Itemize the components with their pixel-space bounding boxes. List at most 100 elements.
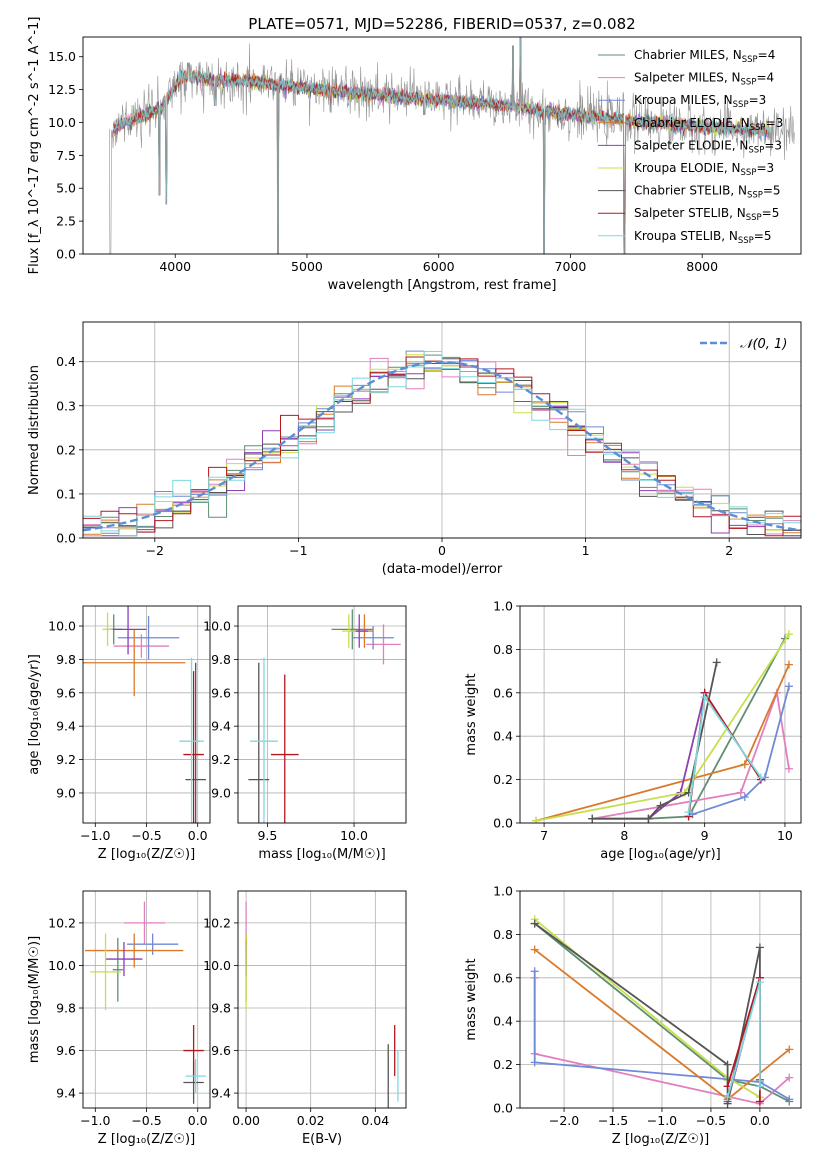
errorbar-point-salpeter_stelib — [270, 674, 299, 823]
y-tick-label: 0.4 — [493, 729, 513, 744]
y-tick-label: 0.6 — [493, 685, 513, 700]
legend-name: Kroupa STELIB, N — [634, 229, 738, 243]
plot-area — [109, 37, 795, 254]
x-tick-label: 2 — [725, 543, 733, 558]
marker-kroupa_stelib — [723, 1093, 732, 1102]
legend-sub: SSP — [741, 78, 757, 88]
x-tick-label: 8000 — [686, 259, 718, 274]
y-axis-label: age [log₁₀(age/yr)] — [27, 654, 42, 775]
x-tick-label: 0 — [438, 543, 446, 558]
marker-kroupa_stelib — [755, 978, 764, 987]
x-tick-label: 9.5 — [257, 828, 277, 843]
x-axis-label: mass [log₁₀(M/M☉)] — [258, 847, 385, 862]
panel-residuals: −2 −1 0 1 2 0.0 0.1 0.2 0.3 0.4 (data-model)/error… — [27, 321, 802, 577]
x-axis-label: E(B-V) — [302, 1132, 342, 1147]
legend-label: Kroupa ELODIE, NSSP=3 — [634, 161, 774, 178]
x-tick-label: 1 — [582, 543, 590, 558]
legend: 𝒩(0, 1) — [700, 337, 787, 352]
y-tick-label: 9.6 — [56, 685, 76, 700]
axes-frame — [237, 605, 407, 824]
y-tick-label: 7.5 — [56, 148, 76, 163]
legend-name: Salpeter STELIB, N — [634, 206, 746, 220]
marker-salpeter_miles — [736, 788, 745, 797]
marker-chabrier_stelib — [644, 814, 653, 823]
marker-chabrier_elodie — [530, 945, 539, 954]
y-tick-label: 0.4 — [56, 354, 76, 369]
legend-name: Chabrier MILES, N — [634, 48, 742, 62]
y-tick-label: 15.0 — [48, 49, 76, 64]
legend-name: Kroupa ELODIE, N — [634, 161, 741, 175]
y-tick-label: 0.8 — [493, 927, 513, 942]
legend-tail: =3 — [756, 161, 774, 175]
errorbar-point-chabrier_elodie — [83, 629, 186, 697]
plot-area — [85, 901, 206, 1104]
y-tick-label: 10.0 — [203, 958, 231, 973]
x-tick-label: −0.5 — [696, 1113, 726, 1128]
y-tick-label: 0.2 — [493, 1057, 513, 1072]
axes-frame — [237, 890, 407, 1109]
y-tick-label: 0.0 — [56, 247, 76, 262]
panel-age_vs_Z: −1.0 −0.5 0.0 9.0 9.2 9.4 9.6 9.8 10.0 Z [log₁₀(Z… — [27, 605, 211, 862]
legend-label: Chabrier MILES, NSSP=4 — [634, 48, 775, 65]
y-tick-label: 0.6 — [493, 970, 513, 985]
legend-label: Salpeter STELIB, NSSP=5 — [634, 206, 779, 223]
x-axis-label: Z [log₁₀(Z/Z☉)] — [98, 1132, 195, 1147]
model-spectrum-kroupa_stelib — [112, 37, 771, 254]
x-axis-label: Z [log₁₀(Z/Z☉)] — [612, 1132, 709, 1147]
x-tick-label: −0.5 — [131, 828, 161, 843]
x-axis-label: Z [log₁₀(Z/Z☉)] — [98, 847, 195, 862]
x-tick-label: 10.0 — [340, 828, 368, 843]
errorbar-point-chabrier_miles — [331, 609, 374, 650]
legend-tail: =4 — [756, 71, 774, 85]
marker-kroupa_elodie — [532, 816, 541, 823]
x-tick-label: 9 — [701, 828, 709, 843]
y-axis-label: mass weight — [464, 673, 479, 755]
legend-name: Salpeter ELODIE, N — [634, 138, 748, 152]
marker-salpeter_miles — [785, 1073, 794, 1082]
x-tick-label: −1.0 — [647, 1113, 677, 1128]
legend-tail: =5 — [754, 229, 772, 243]
panel-mass_vs_Z: −1.0 −0.5 0.0 9.4 9.6 9.8 10.0 10.2 Z [log₁₀(Z/Z… — [27, 890, 211, 1147]
marker-salpeter_miles — [784, 764, 793, 773]
panel-weight_vs_age: 7 8 9 10 0.0 0.2 0.4 0.6 0.8 1.0 age [log₁₀(age/yr… — [464, 599, 802, 862]
histogram-kroupa_stelib — [83, 351, 801, 537]
x-tick-label: 8 — [620, 828, 628, 843]
y-tick-label: 9.4 — [56, 1086, 76, 1101]
marker-kroupa_stelib — [700, 693, 709, 702]
panel-spectrum: 4000 5000 6000 7000 8000 0.0 2.5 5.0 7.5 10.0 12.5… — [27, 15, 802, 293]
y-axis-label: Normed distribution — [27, 365, 42, 495]
legend-name: Chabrier ELODIE, N — [634, 116, 750, 130]
legend-label: Kroupa MILES, NSSP=3 — [634, 93, 766, 110]
errorbar-point-salpeter_stelib — [183, 671, 204, 823]
marker-chabrier_elodie — [740, 760, 749, 769]
x-tick-label: −2.0 — [549, 1113, 579, 1128]
series-line-kroupa_miles — [692, 686, 790, 816]
series-line-kroupa_elodie — [534, 918, 761, 1098]
axes-frame — [519, 605, 802, 824]
axes-frame — [82, 321, 802, 539]
y-tick-label: 10.0 — [48, 619, 76, 634]
x-axis-label: age [log₁₀(age/yr)] — [600, 847, 721, 862]
errorbar-point-kroupa_elodie — [90, 933, 121, 1011]
y-tick-label: 0.2 — [56, 442, 76, 457]
legend-label: Kroupa STELIB, NSSP=5 — [634, 229, 772, 246]
y-tick-label: 9.8 — [56, 652, 76, 667]
chart-title: PLATE=0571, MJD=52286, FIBERID=0537, z=0… — [248, 15, 635, 33]
series-line-kroupa_elodie — [535, 633, 790, 822]
errorbar-point-chabrier_stelib — [248, 662, 270, 823]
panel-mass_vs_ebv: 0.00 0.02 0.04 9.4 9.6 9.8 10.0 10.2 E(B-V) — [203, 890, 407, 1147]
legend-sub: SSP — [750, 123, 766, 133]
panel-age_vs_mass: 9.5 10.0 9.0 9.2 9.4 9.6 9.8 10.0 mass [log₁₀(M/… — [203, 605, 407, 862]
marker-chabrier_elodie — [784, 660, 793, 669]
x-tick-label: 7000 — [555, 259, 587, 274]
y-tick-label: 0.0 — [56, 531, 76, 546]
x-tick-label: 0.02 — [297, 1113, 325, 1128]
y-tick-label: 0.1 — [56, 486, 76, 501]
gaussian-curve — [83, 360, 801, 532]
y-tick-label: 9.8 — [211, 652, 231, 667]
y-tick-label: 9.6 — [211, 1043, 231, 1058]
errorbar-point-salpeter_miles — [123, 901, 165, 945]
x-tick-label: −1 — [289, 543, 307, 558]
